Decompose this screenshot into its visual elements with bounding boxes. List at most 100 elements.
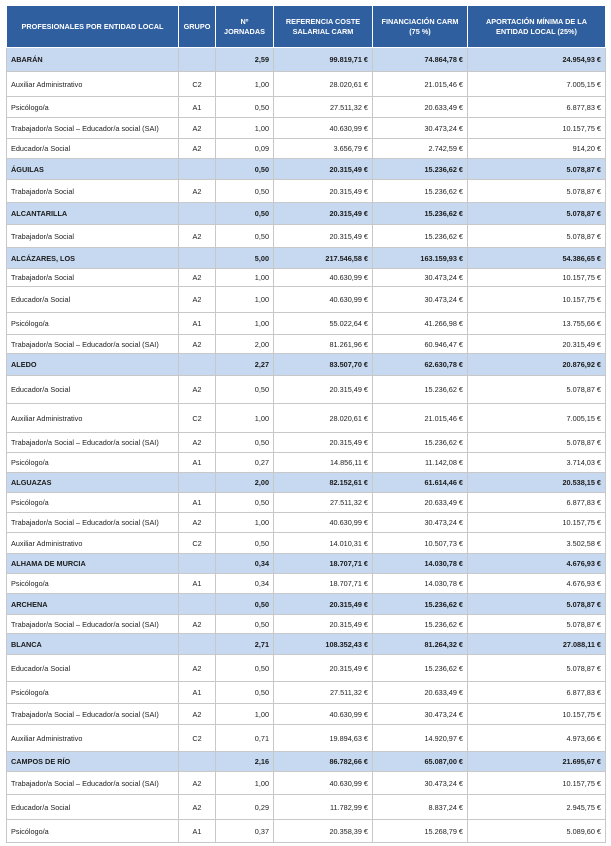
entity-name: CAMPOS DE RÍO xyxy=(6,751,179,772)
empty-cell xyxy=(178,553,216,574)
cell: 10.157,75 € xyxy=(467,512,606,533)
cell: 61.614,46 € xyxy=(372,472,468,493)
cell: 15.236,62 € xyxy=(372,654,468,682)
cell: 15.236,62 € xyxy=(372,614,468,634)
entity-row: ALCÁZARES, LOS 5,00 217.546,58 €163.159,93… xyxy=(6,247,606,269)
cell: A2 xyxy=(178,512,216,533)
professional-row: Educador/a Social A2 1,00 40.630,99 €30.473… xyxy=(6,286,606,313)
professional-row: Trabajador/a Social A2 1,00 40.630,99 €30.4… xyxy=(6,268,606,287)
professional-row: Trabajador/a Social A2 0,50 20.315,49 €15.2… xyxy=(6,179,606,203)
cell: 2,59 xyxy=(215,47,274,72)
cell: 20.358,39 € xyxy=(273,819,373,843)
cell: 20.315,49 € xyxy=(273,202,373,225)
cell: A2 xyxy=(178,614,216,634)
cell: 10.157,75 € xyxy=(467,286,606,313)
cell: A2 xyxy=(178,179,216,203)
cell: 10.157,75 € xyxy=(467,117,606,139)
cell: A1 xyxy=(178,819,216,843)
entity-row: ÁGUILAS 0,50 20.315,49 €15.236,62 €5.078,8… xyxy=(6,158,606,180)
cell: 2,00 xyxy=(215,472,274,493)
professional-row: Trabajador/a Social – Educador/a social … xyxy=(6,614,606,634)
cell: 20.315,49 € xyxy=(273,179,373,203)
cell: 0,50 xyxy=(215,158,274,180)
professional-name: Trabajador/a Social – Educador/a social … xyxy=(6,771,179,795)
entity-row: ALHAMA DE MURCIA 0,34 18.707,71 €14.030,78… xyxy=(6,553,606,574)
cell: C2 xyxy=(178,71,216,97)
cell: 20.315,49 € xyxy=(467,334,606,354)
cell: 14.920,97 € xyxy=(372,724,468,752)
cell: 19.894,63 € xyxy=(273,724,373,752)
professional-row: Educador/a Social A2 0,50 20.315,49 €15.236… xyxy=(6,375,606,404)
cell: 10.507,73 € xyxy=(372,532,468,554)
cell: 6.877,83 € xyxy=(467,492,606,513)
professional-name: Auxiliar Administrativo xyxy=(6,71,179,97)
professional-row: Auxiliar Administrativo C2 1,00 28.020,61 €… xyxy=(6,71,606,97)
cell: 20.633,49 € xyxy=(372,492,468,513)
cell: A2 xyxy=(178,224,216,248)
cell: 2,16 xyxy=(215,751,274,772)
professional-name: Psicólogo/a xyxy=(6,681,179,704)
cell: 8.837,24 € xyxy=(372,794,468,820)
cell: 30.473,24 € xyxy=(372,268,468,287)
entity-name: ÁGUILAS xyxy=(6,158,179,180)
cell: 20.876,92 € xyxy=(467,353,606,376)
professional-row: Psicólogo/a A1 1,00 55.022,64 €41.266,98 €1… xyxy=(6,312,606,335)
cell: 1,00 xyxy=(215,512,274,533)
cell: 30.473,24 € xyxy=(372,512,468,533)
cell: 0,50 xyxy=(215,375,274,404)
cell: 54.386,65 € xyxy=(467,247,606,269)
column-header: Nº JORNADAS xyxy=(215,5,274,48)
professional-name: Educador/a Social xyxy=(6,654,179,682)
cell: 5.078,87 € xyxy=(467,593,606,615)
cell: 15.236,62 € xyxy=(372,224,468,248)
cell: C2 xyxy=(178,532,216,554)
cell: A2 xyxy=(178,334,216,354)
cell: C2 xyxy=(178,724,216,752)
cell: 7.005,15 € xyxy=(467,403,606,433)
entity-name: ABARÁN xyxy=(6,47,179,72)
cell: 1,00 xyxy=(215,312,274,335)
cell: A2 xyxy=(178,771,216,795)
cell: 11.142,08 € xyxy=(372,452,468,473)
cell: A2 xyxy=(178,117,216,139)
empty-cell xyxy=(178,158,216,180)
cell: 21.015,46 € xyxy=(372,403,468,433)
cell: A1 xyxy=(178,681,216,704)
professional-row: Psicólogo/a A1 0,37 20.358,39 €15.268,79 €5… xyxy=(6,819,606,843)
cell: 0,50 xyxy=(215,492,274,513)
column-header: PROFESIONALES POR ENTIDAD LOCAL xyxy=(6,5,179,48)
cell: 3.656,79 € xyxy=(273,138,373,159)
empty-cell xyxy=(178,472,216,493)
entity-row: ALGUAZAS 2,00 82.152,61 €61.614,46 €20.538… xyxy=(6,472,606,493)
cell: 18.707,71 € xyxy=(273,553,373,574)
cell: 55.022,64 € xyxy=(273,312,373,335)
entity-row: ABARÁN 2,59 99.819,71 €74.864,78 €24.954,9… xyxy=(6,47,606,72)
cell: A2 xyxy=(178,286,216,313)
professional-row: Trabajador/a Social A2 0,50 20.315,49 €15.2… xyxy=(6,224,606,248)
header-row: PROFESIONALES POR ENTIDAD LOCAL GRUPO Nº J… xyxy=(6,5,606,48)
cell: 4.676,93 € xyxy=(467,553,606,574)
professional-name: Psicólogo/a xyxy=(6,312,179,335)
empty-cell xyxy=(178,247,216,269)
entity-row: ARCHENA 0,50 20.315,49 €15.236,62 €5.078,8… xyxy=(6,593,606,615)
professional-name: Psicólogo/a xyxy=(6,573,179,594)
professional-name: Trabajador/a Social – Educador/a social … xyxy=(6,512,179,533)
cell: 0,50 xyxy=(215,681,274,704)
professional-row: Psicólogo/a A1 0,50 27.511,32 €20.633,49 €6… xyxy=(6,681,606,704)
cell: 0,34 xyxy=(215,553,274,574)
cell: 1,00 xyxy=(215,71,274,97)
cell: A1 xyxy=(178,452,216,473)
cell: 4.676,93 € xyxy=(467,573,606,594)
cell: 60.946,47 € xyxy=(372,334,468,354)
cell: 2.945,75 € xyxy=(467,794,606,820)
professional-name: Educador/a Social xyxy=(6,286,179,313)
cell: 40.630,99 € xyxy=(273,117,373,139)
cell: 14.010,31 € xyxy=(273,532,373,554)
entity-name: ALCANTARILLA xyxy=(6,202,179,225)
cell: 3.502,58 € xyxy=(467,532,606,554)
cell: 1,00 xyxy=(215,286,274,313)
cell: A1 xyxy=(178,573,216,594)
cell: 20.315,49 € xyxy=(273,224,373,248)
professional-name: Psicólogo/a xyxy=(6,96,179,118)
